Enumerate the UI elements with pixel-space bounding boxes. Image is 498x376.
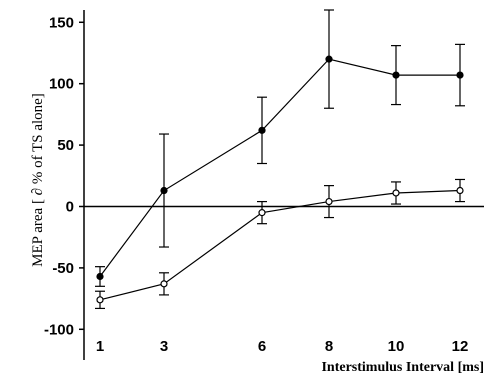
data-point xyxy=(160,280,168,288)
data-point xyxy=(96,296,104,304)
x-tick-label: 12 xyxy=(452,338,469,355)
data-point xyxy=(160,186,168,195)
x-axis-title: Interstimulus Interval [ms] xyxy=(321,360,484,375)
y-tick-label: 0 xyxy=(66,198,74,215)
data-point xyxy=(456,186,464,195)
data-point xyxy=(325,55,333,63)
data-point xyxy=(96,272,104,281)
series-1 xyxy=(95,9,465,287)
y-tick-label: 50 xyxy=(57,137,74,154)
data-point xyxy=(258,209,266,217)
data-point xyxy=(456,71,464,79)
series-2 xyxy=(95,178,465,310)
y-tick-label: -100 xyxy=(44,321,74,338)
data-point xyxy=(392,189,400,197)
y-tick-label: 150 xyxy=(49,14,74,31)
y-tick-label: 100 xyxy=(49,76,74,93)
series-line xyxy=(99,189,461,301)
y-axis-title: MEP area [ ∂ % of TS alone] xyxy=(30,93,46,267)
x-tick-label: 1 xyxy=(96,338,104,355)
series-line xyxy=(99,58,460,277)
x-tick-label: 3 xyxy=(160,338,168,355)
data-point xyxy=(258,126,266,134)
y-ticks: -100 -50 0 50 100 150 xyxy=(44,14,84,338)
series xyxy=(95,9,465,310)
axes xyxy=(83,10,484,360)
x-tick-label: 8 xyxy=(325,338,333,355)
y-tick-label: -50 xyxy=(52,260,74,277)
x-ticks: 1 3 6 8 10 12 xyxy=(96,338,469,355)
x-tick-label: 10 xyxy=(388,338,405,355)
data-point xyxy=(392,71,400,79)
x-tick-label: 6 xyxy=(258,338,266,355)
data-point xyxy=(325,197,333,206)
